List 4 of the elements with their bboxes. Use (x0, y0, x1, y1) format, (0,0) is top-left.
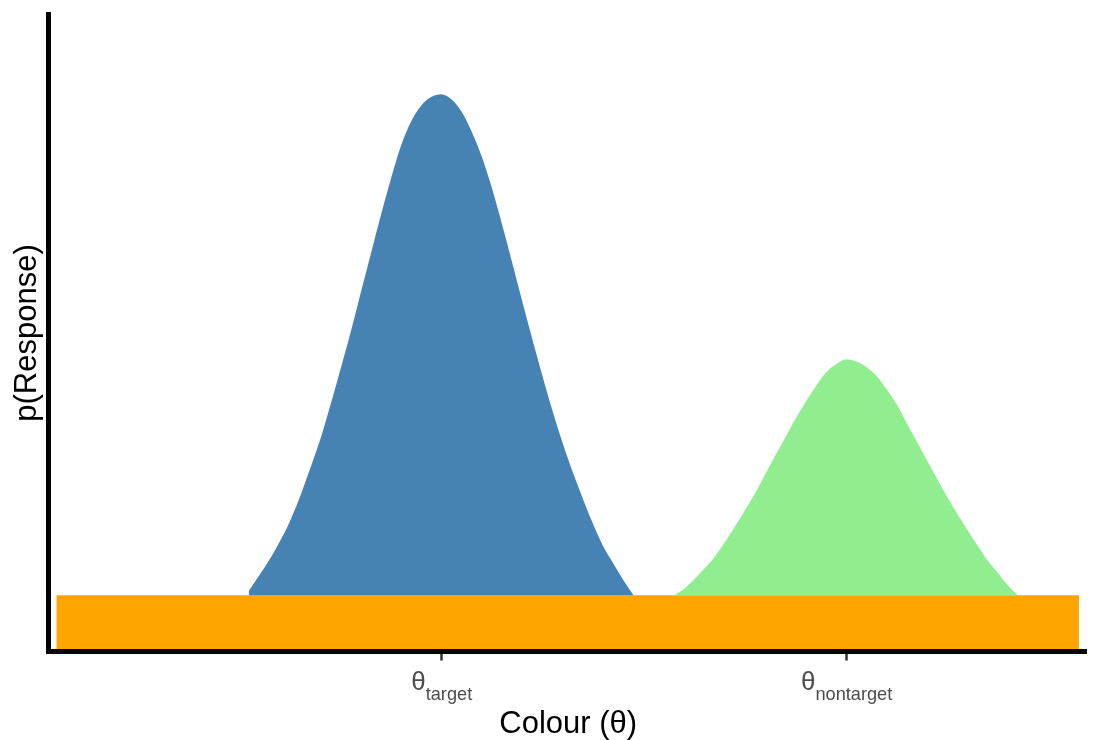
y-axis-title: p(Response) (7, 244, 43, 422)
x-axis-title: Colour (θ) (499, 704, 638, 740)
x-tick-label: θ$_{nontarget}$ (800, 665, 893, 704)
x-tick-label: θ$_{target}$ (411, 665, 473, 704)
